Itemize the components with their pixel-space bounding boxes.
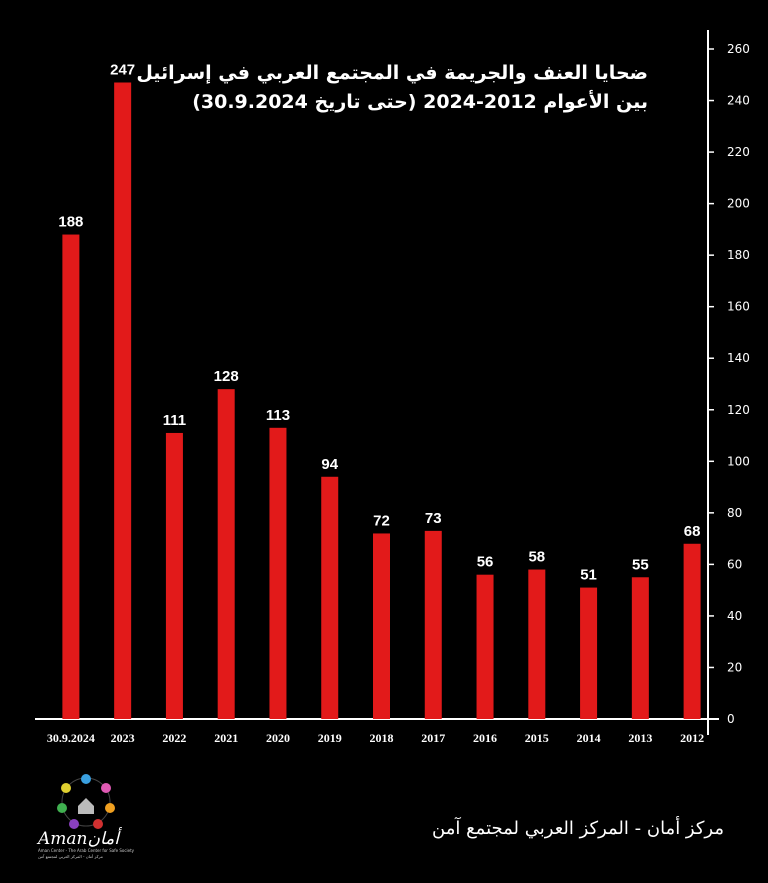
x-tick-label: 2014	[577, 731, 601, 745]
bar-value-label: 73	[425, 510, 442, 527]
y-tick-label: 40	[727, 609, 742, 623]
bar	[217, 389, 235, 719]
y-tick-label: 80	[727, 506, 742, 520]
bar-value-label: 188	[58, 214, 83, 231]
x-tick-label: 2020	[266, 731, 290, 745]
aman-logo: Amanأمان Aman Center - The Arab Center f…	[36, 774, 135, 859]
x-tick-label: 2022	[162, 731, 186, 745]
bar	[528, 569, 546, 719]
logo-wordmark: Amanأمان	[36, 827, 122, 849]
bar-value-label: 128	[214, 368, 239, 385]
bar-value-label: 55	[632, 556, 649, 573]
bar	[373, 533, 390, 719]
bar	[424, 530, 442, 719]
bar	[269, 427, 287, 719]
x-tick-label: 2013	[628, 731, 652, 745]
bar-value-label: 94	[321, 456, 338, 473]
y-tick-label: 180	[727, 248, 750, 262]
y-tick-label: 200	[727, 197, 750, 211]
y-tick-label: 220	[727, 145, 750, 159]
logo-figures-icon	[57, 774, 115, 829]
bar-value-label: 111	[163, 412, 186, 429]
bar	[580, 587, 598, 719]
chart-title-line1: ضحايا العنف والجريمة في المجتمع العربي ف…	[136, 62, 648, 84]
bar	[321, 476, 339, 719]
x-tick-label: 2015	[525, 731, 549, 745]
x-tick-label: 30.9.2024	[47, 731, 95, 745]
y-tick-label: 160	[727, 300, 750, 314]
bar	[631, 577, 649, 719]
y-tick-label: 60	[727, 557, 742, 571]
logo-tagline-en: Aman Center - The Arab Center for Safe S…	[38, 848, 135, 853]
bar-value-label: 247	[110, 62, 135, 79]
bar	[62, 234, 80, 720]
bar	[476, 574, 494, 719]
x-tick-label: 2021	[214, 731, 238, 745]
y-tick-label: 20	[727, 660, 742, 674]
x-tick-label: 2023	[111, 731, 135, 745]
y-tick-label: 0	[727, 712, 735, 726]
bar-value-label: 68	[684, 523, 701, 540]
x-tick-label: 2017	[421, 731, 445, 745]
chart-title-line2: بين الأعوام 2012-2024 (حتى تاريخ 30.9.20…	[192, 91, 648, 113]
x-tick-label: 2018	[370, 731, 394, 745]
y-tick-label: 140	[727, 351, 750, 365]
bar	[683, 543, 701, 719]
bar-value-label: 72	[373, 512, 390, 529]
bar-value-label: 58	[528, 549, 545, 566]
bar	[114, 82, 132, 719]
y-tick-label: 100	[727, 454, 750, 468]
y-tick-label: 120	[727, 403, 750, 417]
footer-organization: مركز أمان - المركز العربي لمجتمع آمن	[432, 818, 724, 839]
x-tick-label: 2012	[680, 731, 704, 745]
x-tick-label: 2019	[318, 731, 342, 745]
bar-value-label: 113	[266, 407, 290, 424]
bar	[165, 432, 183, 719]
y-tick-label: 260	[727, 42, 750, 56]
logo-tagline-ar: مركز أمان - المركز العربي لمجتمع آمن	[38, 854, 103, 859]
bar-value-label: 56	[477, 554, 494, 571]
y-tick-label: 240	[727, 94, 750, 108]
bar-value-label: 51	[580, 567, 597, 584]
x-tick-label: 2016	[473, 731, 497, 745]
